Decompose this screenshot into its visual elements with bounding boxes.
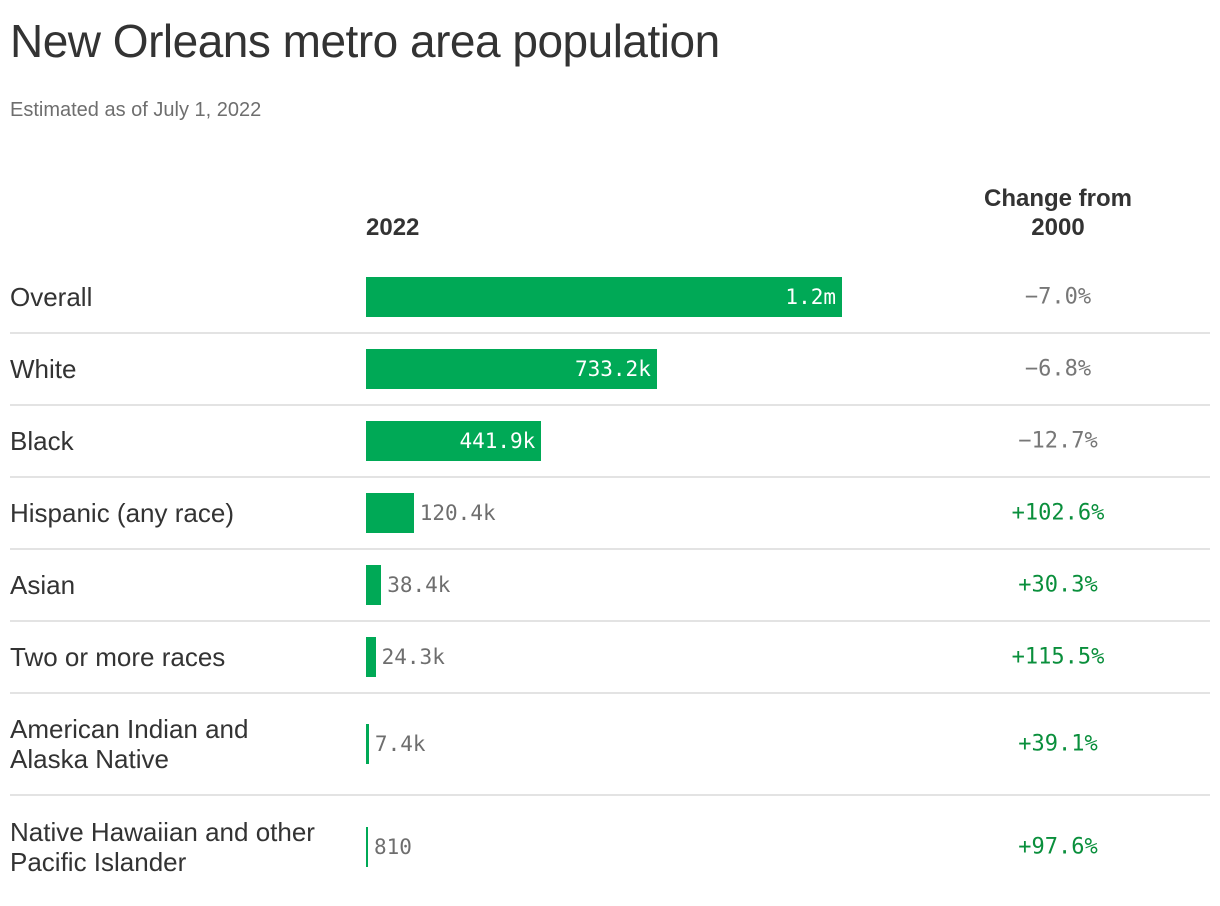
row-label: Asian [10,570,76,600]
row-label: Hispanic (any race) [10,498,234,528]
change-value: +115.5% [1011,644,1105,670]
table-row: Hispanic (any race) 120.4k +102.6% [10,478,1210,550]
table-row: Two or more races 24.3k +115.5% [10,622,1210,694]
table-row: Asian 38.4k +30.3% [10,550,1210,622]
bar [366,637,376,677]
change-value: −7.0% [1024,284,1092,310]
column-header-2022: 2022 [366,214,420,241]
row-label: Black [10,426,74,456]
value-label: 1.2m [785,285,836,309]
change-value: −6.8% [1024,356,1092,382]
bar [366,277,842,317]
column-header-change: Change from 2000 [983,185,1132,241]
change-value: +30.3% [1018,572,1098,598]
row-label: American Indian and Alaska Native [10,714,249,774]
value-label: 38.4k [387,573,451,597]
bar [366,724,369,764]
value-label: 810 [374,835,412,859]
value-label: 120.4k [419,501,496,525]
row-label: White [10,354,77,384]
bar [366,421,542,461]
bar [366,349,657,389]
value-label: 733.2k [574,357,651,381]
table-row: Overall 1.2m −7.0% [10,262,1210,334]
value-label: 441.9k [459,429,536,453]
value-label: 24.3k [381,645,445,669]
bar [366,565,382,605]
value-label: 7.4k [374,732,426,756]
table-row: American Indian and Alaska Native 7.4k +39… [10,694,1210,796]
change-value: −12.7% [1018,428,1098,454]
row-label: Two or more races [10,642,226,672]
chart-subtitle: Estimated as of July 1, 2022 [10,99,262,121]
change-value: +102.6% [1011,500,1105,526]
change-value: +97.6% [1018,834,1098,860]
change-value: +39.1% [1018,731,1098,757]
chart-title: New Orleans metro area population [10,15,720,67]
table-row: Native Hawaiian and other Pacific Island… [10,796,1210,898]
table-row: Black 441.9k −12.7% [10,406,1210,478]
bar [366,827,368,867]
row-label: Overall [10,282,93,312]
table-row: White 733.2k −6.8% [10,334,1210,406]
row-label: Native Hawaiian and other Pacific Island… [10,817,315,877]
bar [366,493,414,533]
bar-table: Overall 1.2m −7.0% White 733.2k −6.8% Black 441… [10,262,1210,898]
